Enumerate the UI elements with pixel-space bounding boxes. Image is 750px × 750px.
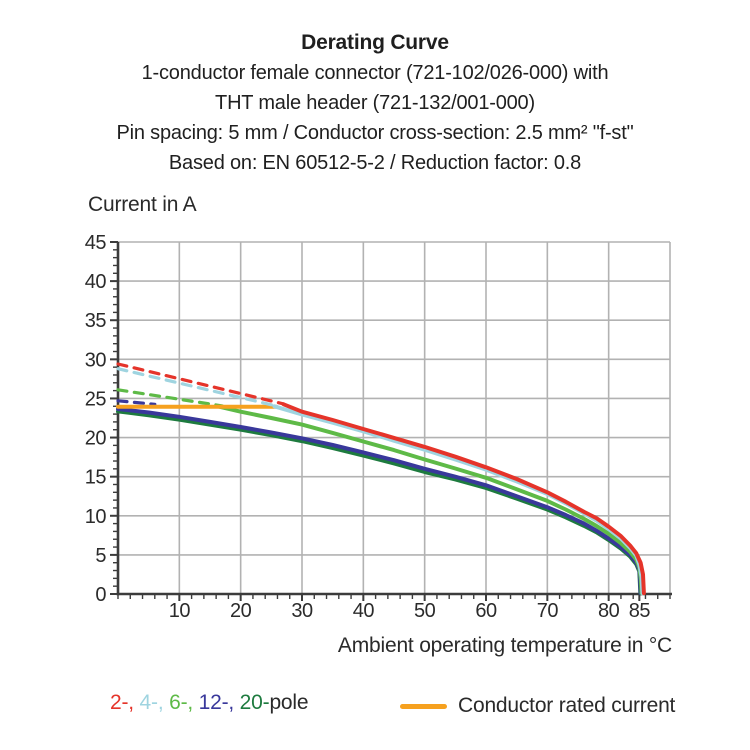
svg-text:70: 70	[537, 600, 559, 622]
svg-text:15: 15	[85, 467, 107, 489]
svg-text:5: 5	[95, 545, 106, 567]
series-4-pole-solid	[272, 404, 645, 596]
chart-area: 10 20 30 40 50 60 70 80 85 0 5 10 15 20 25 30 35 40 45	[80, 225, 700, 625]
svg-text:40: 40	[85, 271, 107, 293]
svg-text:0: 0	[95, 584, 106, 606]
title-line-connector: 1-conductor female connector (721-102/02…	[141, 62, 609, 84]
svg-text:20: 20	[85, 428, 107, 450]
svg-text:50: 50	[414, 600, 436, 622]
title-block: Derating Curve 1-conductor female connec…	[0, 28, 750, 178]
legend-pole-item: 2-,	[110, 691, 140, 714]
series-2-pole-dashed	[116, 362, 286, 406]
series-12-pole-dashed	[116, 399, 157, 406]
svg-text:10: 10	[85, 506, 107, 528]
rated-current-line-swatch	[400, 703, 447, 709]
svg-text:60: 60	[475, 600, 497, 622]
series-2-pole-solid	[281, 402, 646, 596]
svg-text:30: 30	[85, 349, 107, 371]
svg-text:40: 40	[353, 600, 375, 622]
legend-pole-item: 6-,	[169, 691, 199, 714]
svg-text:20: 20	[230, 600, 252, 622]
series-6-pole-dashed	[116, 388, 224, 408]
svg-text:35: 35	[85, 310, 107, 332]
series-4-pole-dashed	[116, 367, 276, 408]
title-line-header: THT male header (721-132/001-000)	[215, 92, 535, 114]
legend-poles: 2-, 4-, 6-, 12-, 20-pole	[110, 691, 309, 715]
svg-text:85: 85	[629, 600, 651, 622]
legend-pole-item: 4-,	[139, 691, 170, 714]
title-line-standard: Based on: EN 60512-5-2 / Reduction facto…	[168, 152, 582, 174]
legend-pole-item: 12-,	[198, 691, 240, 714]
title-line-pin-spacing: Pin spacing: 5 mm / Conductor cross-sect…	[116, 122, 634, 144]
series-6-pole-solid	[217, 404, 644, 596]
legend-pole-suffix: pole	[269, 691, 309, 714]
svg-text:30: 30	[291, 600, 313, 622]
rated-current-legend: Conductor rated current	[400, 693, 675, 719]
derating-chart-svg: 10 20 30 40 50 60 70 80 85 0 5 10 15 20 25 30 35 40 45	[85, 232, 672, 622]
svg-text:45: 45	[85, 232, 107, 254]
chart-title: Derating Curve	[301, 31, 449, 54]
legend-pole-item: 20-	[239, 691, 270, 714]
y-axis-title: Current in A	[88, 193, 197, 216]
rated-current-label: Conductor rated current	[458, 694, 676, 717]
svg-text:80: 80	[598, 600, 620, 622]
x-axis-title: Ambient operating temperature in °C	[337, 634, 672, 657]
svg-text:25: 25	[85, 388, 107, 410]
svg-text:10: 10	[169, 600, 191, 622]
